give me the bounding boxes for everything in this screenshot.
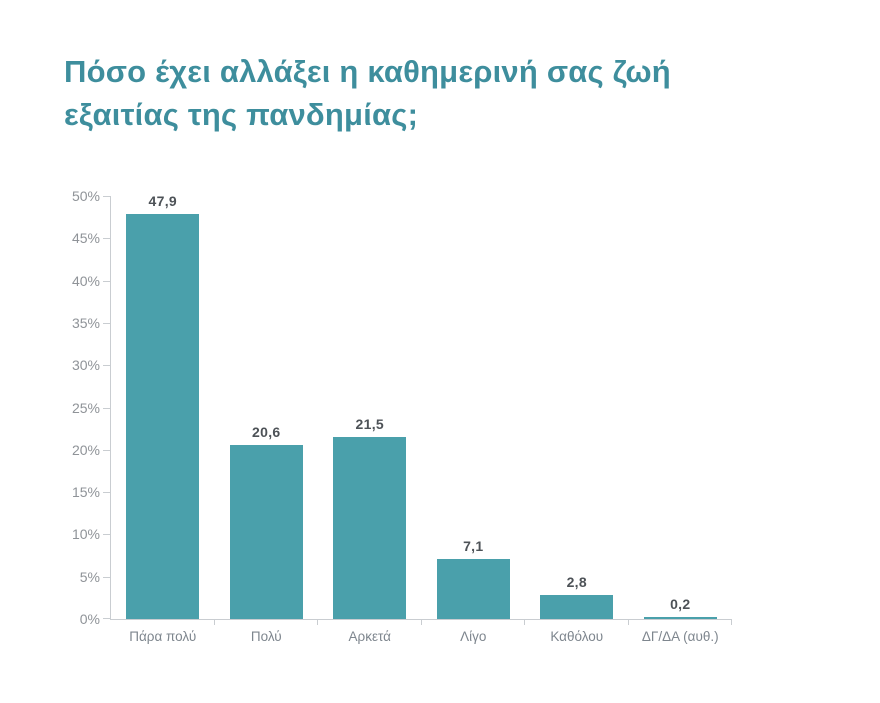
x-axis-label: Πολύ (250, 629, 282, 644)
bar-slot: 0,2 (629, 196, 733, 619)
y-axis-tick (103, 280, 111, 282)
chart-title-line1: Πόσο έχει αλλάξει η καθημερινή σας ζωή (64, 54, 671, 89)
y-axis-label: 50% (71, 188, 100, 204)
y-axis-label: 40% (71, 272, 100, 289)
bar (540, 595, 614, 619)
x-axis-tick (213, 619, 215, 625)
y-axis-label: 15% (71, 484, 100, 501)
y-axis-label: 5% (79, 568, 100, 585)
y-axis-label: 10% (71, 526, 100, 543)
bar (643, 617, 717, 619)
y-axis-label: 25% (71, 399, 100, 416)
chart-title: Πόσο έχει αλλάξει η καθημερινή σας ζωή ε… (64, 50, 784, 136)
y-axis-tick (103, 449, 111, 451)
bar (436, 558, 510, 619)
x-axis-label: Αρκετά (348, 629, 391, 644)
x-axis-label: ΔΓ/ΔΑ (αυθ.) (641, 629, 719, 644)
bar-value-label: 47,9 (148, 192, 177, 209)
y-axis-tick (103, 407, 111, 409)
y-axis-tick (103, 238, 111, 240)
x-axis-label: Πάρα πολύ (129, 629, 197, 644)
bar-value-label: 0,2 (670, 596, 691, 612)
x-axis-label: Λίγο (460, 629, 487, 644)
y-axis-tick (103, 492, 111, 494)
bar-slot: 20,6 (215, 196, 319, 619)
bar-value-label: 21,5 (355, 416, 384, 433)
chart-title-line2: εξαιτίας της πανδημίας; (64, 97, 419, 132)
bar-slot: 47,9 (111, 192, 215, 619)
y-axis-label: 20% (71, 441, 100, 458)
x-axis-tick (627, 619, 629, 625)
y-axis-tick (103, 365, 111, 367)
y-axis-tick (103, 322, 111, 324)
y-axis-tick (103, 196, 111, 197)
x-axis-tick (731, 619, 732, 625)
y-axis-tick (103, 534, 111, 536)
y-axis-tick (103, 618, 111, 619)
bar-slot: 21,5 (318, 196, 422, 619)
y-axis-label: 45% (71, 230, 100, 247)
bar-slot: 7,1 (422, 196, 526, 619)
y-axis-label: 35% (71, 314, 100, 331)
plot-area: 47,9 Πάρα πολύ 20,6 Πολύ 21,5 Αρκετά 7,1 Λίγο 2,… (103, 192, 733, 644)
bar-value-label: 7,1 (463, 537, 484, 554)
bar-value-label: 20,6 (252, 423, 281, 440)
x-axis-tick (420, 619, 422, 625)
y-axis-label: 0% (79, 611, 100, 627)
bar-slot: 2,8 (525, 196, 629, 619)
y-axis-tick (103, 576, 111, 578)
x-axis-label: Καθόλου (550, 629, 604, 644)
bar (229, 444, 303, 619)
bar (126, 213, 200, 619)
bar (333, 437, 407, 619)
y-axis: 0% 5% 10% 15% 20% 25% 30% 35% 40% 45% 50% (36, 188, 100, 627)
x-axis-tick (317, 619, 318, 625)
x-axis-tick (524, 619, 525, 625)
y-axis-label: 30% (71, 357, 100, 374)
bar-value-label: 2,8 (566, 574, 587, 591)
